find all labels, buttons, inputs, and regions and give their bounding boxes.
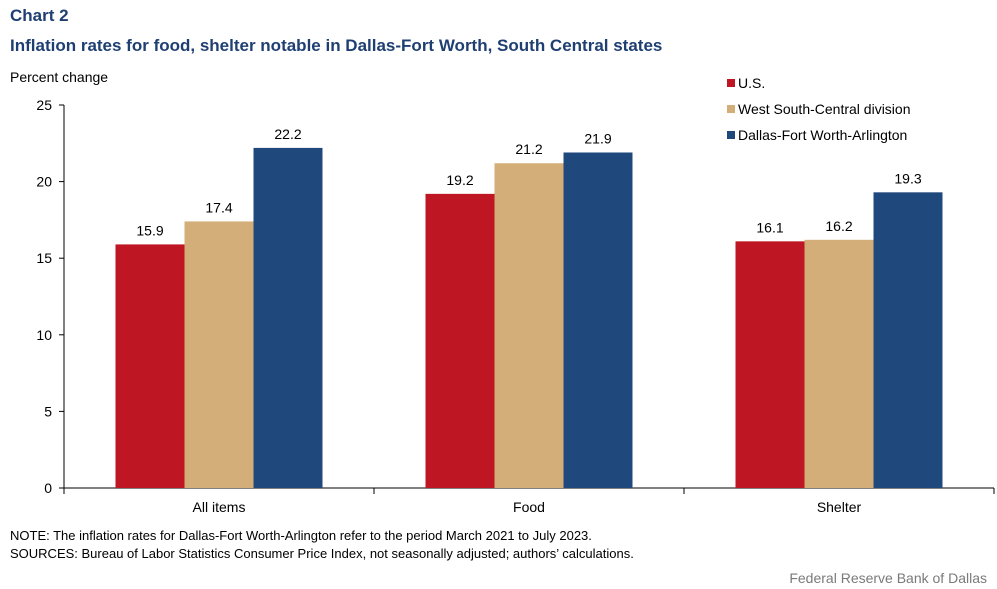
x-tick-label: Shelter <box>817 499 862 515</box>
data-label: 19.3 <box>894 170 921 186</box>
y-tick-label: 0 <box>44 480 52 496</box>
x-tick-label: All items <box>193 499 246 515</box>
data-label: 16.1 <box>756 219 783 235</box>
legend-label: U.S. <box>738 75 765 91</box>
bar <box>115 244 185 488</box>
chart-note: NOTE: The inflation rates for Dallas-For… <box>10 528 592 543</box>
bar <box>804 239 874 488</box>
legend-label: West South-Central division <box>738 101 910 117</box>
y-axis-title: Percent change <box>10 69 108 85</box>
x-axis: All items Food Shelter <box>63 487 995 515</box>
bar <box>494 163 564 488</box>
chart-number: Chart 2 <box>10 6 69 25</box>
data-label: 21.9 <box>584 130 611 146</box>
legend-swatch <box>727 131 735 139</box>
chart-title: Inflation rates for food, shelter notabl… <box>10 36 663 55</box>
y-tick-label: 20 <box>36 174 52 190</box>
data-label: 15.9 <box>136 222 163 238</box>
data-label: 16.2 <box>825 218 852 234</box>
data-label: 22.2 <box>274 126 301 142</box>
legend-swatch <box>727 79 735 87</box>
x-tick-label: Food <box>513 499 545 515</box>
data-label: 17.4 <box>205 199 232 215</box>
bar <box>184 221 254 488</box>
bar <box>735 241 805 488</box>
y-tick-label: 5 <box>44 403 52 419</box>
bar <box>425 193 495 488</box>
y-tick-label: 25 <box>36 97 52 113</box>
y-tick-label: 10 <box>36 327 52 343</box>
legend: U.S. West South-Central division Dallas-Fo… <box>727 75 910 143</box>
legend-swatch <box>727 105 735 113</box>
data-label: 21.2 <box>515 141 542 157</box>
data-label: 19.2 <box>446 172 473 188</box>
bar <box>253 147 323 488</box>
bars: 15.9 17.4 22.2 19.2 21.2 21.9 16.1 16.2 19.3 <box>115 126 943 488</box>
legend-label: Dallas-Fort Worth-Arlington <box>738 127 907 143</box>
y-axis: 0 5 10 15 20 25 <box>36 97 65 496</box>
chart-sources: SOURCES: Bureau of Labor Statistics Cons… <box>10 546 634 561</box>
bar <box>563 152 633 488</box>
bar-chart: Percent change 0 5 10 15 20 25 All items Food S… <box>10 69 995 515</box>
bar <box>873 192 943 488</box>
y-tick-label: 15 <box>36 250 52 266</box>
source-credit: Federal Reserve Bank of Dallas <box>789 570 987 586</box>
